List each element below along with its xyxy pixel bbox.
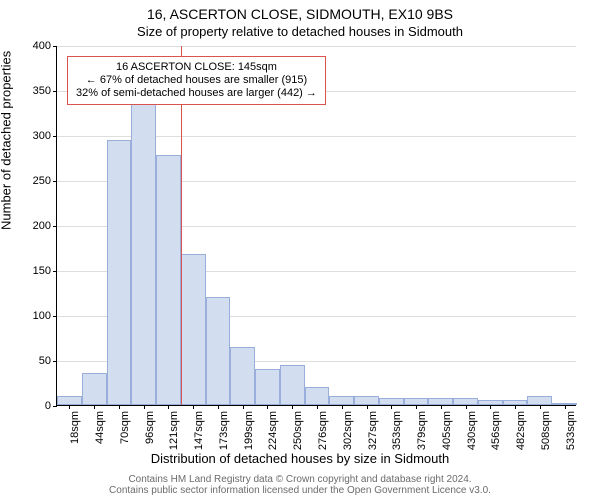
x-tick-label: 302sqm <box>342 391 354 430</box>
y-axis-label: Number of detached properties <box>0 51 14 230</box>
x-tick-mark <box>367 405 368 409</box>
x-tick-mark <box>119 405 120 409</box>
x-tick-mark <box>515 405 516 409</box>
y-tick-mark <box>53 136 57 137</box>
y-tick-label: 0 <box>45 400 51 412</box>
annotation-line: ← 67% of detached houses are smaller (91… <box>76 74 317 87</box>
x-tick-label: 44sqm <box>94 394 106 427</box>
y-tick-label: 250 <box>33 175 51 187</box>
x-tick-label: 508sqm <box>540 391 552 430</box>
x-tick-label: 482sqm <box>515 391 527 430</box>
x-tick-mark <box>540 405 541 409</box>
plot-area: 05010015020025030035040018sqm44sqm70sqm9… <box>56 46 576 406</box>
x-tick-mark <box>243 405 244 409</box>
x-tick-mark <box>317 405 318 409</box>
x-tick-mark <box>144 405 145 409</box>
x-tick-label: 405sqm <box>441 391 453 430</box>
footer-line-2: Contains public sector information licen… <box>0 485 600 496</box>
x-tick-label: 70sqm <box>119 394 131 427</box>
x-tick-mark <box>565 405 566 409</box>
x-tick-mark <box>490 405 491 409</box>
x-tick-mark <box>69 405 70 409</box>
bar <box>131 99 156 405</box>
y-tick-mark <box>53 181 57 182</box>
x-tick-label: 430sqm <box>466 391 478 430</box>
bar <box>181 254 206 405</box>
y-tick-label: 100 <box>33 310 51 322</box>
x-tick-mark <box>218 405 219 409</box>
x-tick-label: 173sqm <box>218 391 230 430</box>
annotation-line: 32% of semi-detached houses are larger (… <box>76 87 317 100</box>
y-tick-label: 300 <box>33 130 51 142</box>
x-tick-mark <box>466 405 467 409</box>
y-tick-label: 50 <box>39 355 51 367</box>
grid-line <box>57 46 576 47</box>
x-tick-label: 250sqm <box>292 391 304 430</box>
y-tick-mark <box>53 46 57 47</box>
y-tick-label: 200 <box>33 220 51 232</box>
x-tick-mark <box>292 405 293 409</box>
chart-container: 16, ASCERTON CLOSE, SIDMOUTH, EX10 9BS S… <box>0 0 600 500</box>
y-tick-mark <box>53 271 57 272</box>
x-tick-mark <box>168 405 169 409</box>
x-tick-label: 96sqm <box>144 394 156 427</box>
x-tick-label: 18sqm <box>69 394 81 427</box>
y-tick-mark <box>53 91 57 92</box>
footer-line-1: Contains HM Land Registry data © Crown c… <box>0 474 600 485</box>
x-tick-mark <box>441 405 442 409</box>
x-tick-label: 224sqm <box>267 391 279 430</box>
y-tick-label: 350 <box>33 85 51 97</box>
x-tick-mark <box>193 405 194 409</box>
bar <box>206 297 231 405</box>
y-tick-mark <box>53 226 57 227</box>
footer-text: Contains HM Land Registry data © Crown c… <box>0 474 600 496</box>
x-tick-label: 456sqm <box>490 391 502 430</box>
x-tick-label: 121sqm <box>168 391 180 430</box>
x-tick-mark <box>342 405 343 409</box>
chart-title-2: Size of property relative to detached ho… <box>0 24 600 39</box>
annotation-line: 16 ASCERTON CLOSE: 145sqm <box>76 61 317 74</box>
y-tick-label: 400 <box>33 40 51 52</box>
x-tick-mark <box>267 405 268 409</box>
bar <box>107 140 132 406</box>
annotation-box: 16 ASCERTON CLOSE: 145sqm← 67% of detach… <box>67 56 326 105</box>
x-axis-label: Distribution of detached houses by size … <box>0 451 600 466</box>
x-tick-mark <box>391 405 392 409</box>
x-tick-label: 533sqm <box>565 391 577 430</box>
y-tick-mark <box>53 361 57 362</box>
x-tick-mark <box>416 405 417 409</box>
x-tick-label: 199sqm <box>243 391 255 430</box>
chart-title-1: 16, ASCERTON CLOSE, SIDMOUTH, EX10 9BS <box>0 6 600 22</box>
x-tick-label: 353sqm <box>391 391 403 430</box>
x-tick-label: 327sqm <box>367 391 379 430</box>
y-tick-mark <box>53 406 57 407</box>
x-tick-label: 147sqm <box>193 391 205 430</box>
y-tick-label: 150 <box>33 265 51 277</box>
y-tick-mark <box>53 316 57 317</box>
x-tick-label: 379sqm <box>416 391 428 430</box>
x-tick-mark <box>94 405 95 409</box>
bar <box>156 155 181 405</box>
x-tick-label: 276sqm <box>317 391 329 430</box>
